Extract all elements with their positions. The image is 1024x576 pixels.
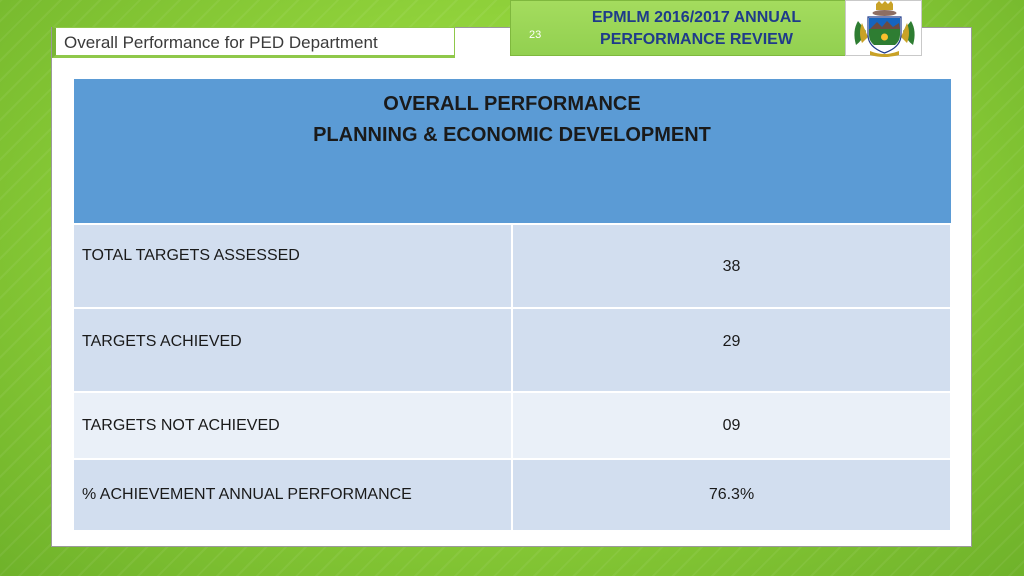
banner-title-line2: PERFORMANCE REVIEW — [600, 31, 793, 48]
table-row: % ACHIEVEMENT ANNUAL PERFORMANCE 76.3% — [72, 458, 952, 532]
performance-table: OVERALL PERFORMANCE PLANNING & ECONOMIC … — [72, 78, 952, 532]
table-heading-line1: OVERALL PERFORMANCE — [383, 93, 641, 115]
table-row: TARGETS NOT ACHIEVED 09 — [72, 391, 952, 460]
department-title: Overall Performance for PED Department — [64, 33, 378, 52]
row-value-total-targets: 38 — [511, 223, 952, 309]
row-value-achievement-percent: 76.3% — [511, 458, 952, 532]
banner-title-line1: EPMLM 2016/2017 ANNUAL — [591, 9, 802, 26]
table-heading-line2: PLANNING & ECONOMIC DEVELOPMENT — [313, 124, 711, 146]
row-value-targets-achieved: 29 — [511, 307, 952, 393]
row-label-targets-achieved: TARGETS ACHIEVED — [72, 307, 513, 393]
row-label-total-targets: TOTAL TARGETS ASSESSED — [72, 223, 513, 309]
table-row: TOTAL TARGETS ASSESSED 38 — [72, 223, 952, 309]
table-heading: OVERALL PERFORMANCE PLANNING & ECONOMIC … — [74, 89, 951, 151]
department-title-box: Overall Performance for PED Department — [52, 27, 455, 58]
table-header-row: OVERALL PERFORMANCE PLANNING & ECONOMIC … — [72, 78, 952, 225]
header-banner: 23 EPMLM 2016/2017 ANNUAL PERFORMANCE RE… — [510, 0, 847, 56]
row-label-targets-not-achieved: TARGETS NOT ACHIEVED — [72, 391, 513, 460]
municipal-crest-icon — [854, 1, 915, 57]
row-label-achievement-percent: % ACHIEVEMENT ANNUAL PERFORMANCE — [72, 458, 513, 532]
crest-logo-box — [845, 0, 922, 57]
table-row: TARGETS ACHIEVED 29 — [72, 307, 952, 393]
row-value-targets-not-achieved: 09 — [511, 391, 952, 460]
table-header-cell: OVERALL PERFORMANCE PLANNING & ECONOMIC … — [72, 78, 952, 225]
slide-number: 23 — [529, 29, 542, 41]
banner-title: EPMLM 2016/2017 ANNUAL PERFORMANCE REVIE… — [551, 7, 842, 51]
